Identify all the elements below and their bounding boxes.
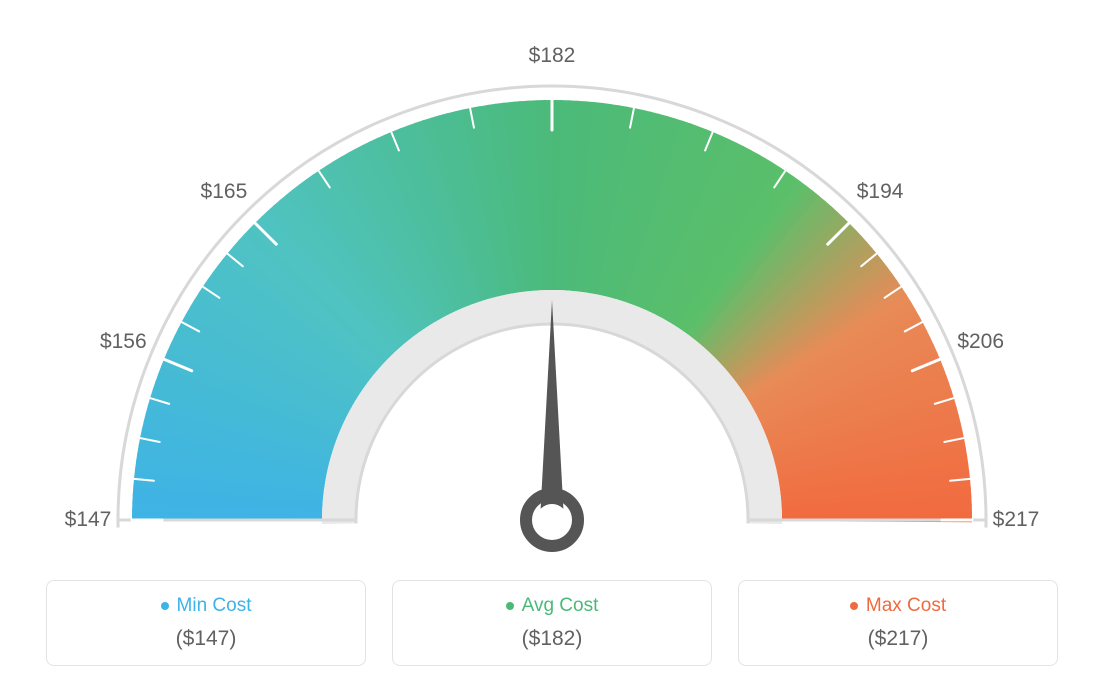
- legend-value-min-text: ($147): [47, 627, 365, 651]
- gauge-tick-label: $217: [993, 508, 1040, 532]
- legend-label-avg: Avg Cost: [522, 595, 599, 617]
- legend-value-max-text: ($217): [739, 627, 1057, 651]
- gauge-tick-label: $194: [857, 180, 904, 204]
- gauge-tick-label: $156: [100, 330, 147, 354]
- chart-container: $147 $156 $165 $182 $194 $206 $217 Min Cost ($…: [0, 0, 1104, 690]
- legend-row: Min Cost ($147) Avg Cost ($182) Max Cost…: [0, 580, 1104, 666]
- legend-label-min: Min Cost: [177, 595, 252, 617]
- legend-label-max: Max Cost: [866, 595, 946, 617]
- gauge-tick-label: $165: [201, 180, 248, 204]
- legend-dot-avg: [506, 602, 514, 610]
- legend-card-min: Min Cost ($147): [46, 580, 366, 666]
- gauge-tick-label: $147: [65, 508, 112, 532]
- legend-dot-min: [161, 602, 169, 610]
- legend-title-max: Max Cost: [850, 595, 946, 617]
- legend-title-min: Min Cost: [161, 595, 252, 617]
- legend-dot-max: [850, 602, 858, 610]
- gauge-svg: [52, 10, 1052, 570]
- legend-title-avg: Avg Cost: [506, 595, 599, 617]
- gauge-tick-label: $182: [529, 44, 576, 68]
- gauge-tick-label: $206: [957, 330, 1004, 354]
- gauge: $147 $156 $165 $182 $194 $206 $217: [52, 10, 1052, 570]
- legend-card-max: Max Cost ($217): [738, 580, 1058, 666]
- legend-value-avg-text: ($182): [393, 627, 711, 651]
- legend-card-avg: Avg Cost ($182): [392, 580, 712, 666]
